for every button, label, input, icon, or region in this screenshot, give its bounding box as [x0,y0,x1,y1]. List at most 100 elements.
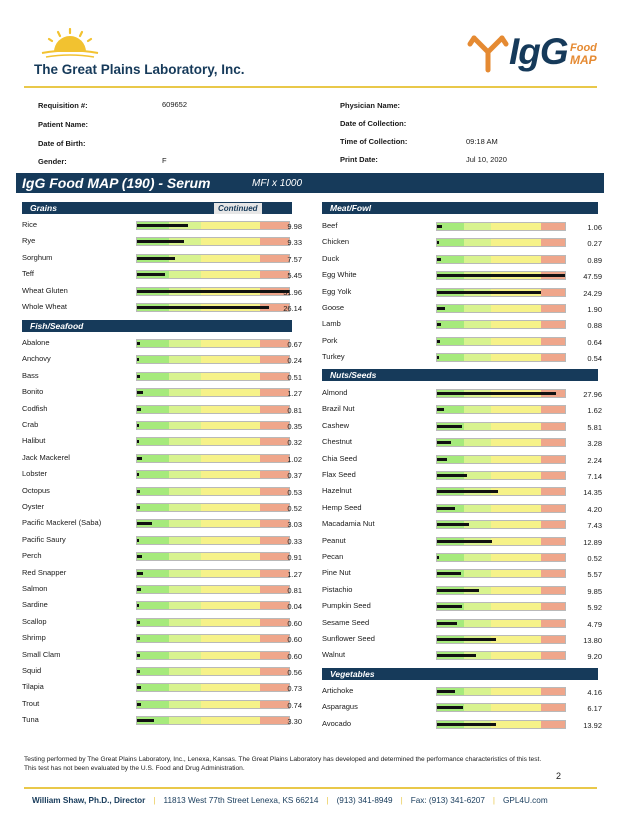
reference-zone [490,619,541,627]
reference-zone [490,239,541,247]
reference-zone [490,422,541,430]
reference-zone [260,254,289,262]
reference-zone [200,586,261,593]
food-name: Beef [322,221,338,230]
reference-zone [200,569,261,577]
result-bar [136,552,290,562]
result-level [437,474,468,477]
food-name: Pumpkin Seed [322,601,371,611]
result-bar [136,716,290,726]
food-row: Brazil Nut 1.62 [322,404,602,420]
result-bar [436,454,566,464]
result-bar [136,585,290,594]
food-name: Macadamia Nut [322,519,375,529]
requisition-value-row: 609652 [162,100,187,110]
food-row: Pistachio 9.85 [322,585,602,601]
reference-zone [200,504,261,511]
food-name: Perch [22,551,42,561]
reference-zone [540,472,565,479]
food-value: 1.62 [587,406,602,416]
reference-zone [437,554,464,561]
food-value: 5.81 [587,422,602,432]
reference-zone [490,652,541,660]
result-level [437,290,541,294]
reference-zone [490,521,541,529]
food-row: Tilapia 0.73 [22,682,302,698]
section-nuts-title: Nuts/Seeds [330,370,377,380]
reference-zone [463,439,491,447]
food-value: 3.03 [287,520,302,530]
result-level [137,637,141,641]
food-name: Oyster [22,502,45,511]
food-row: Abalone 0.67 [22,338,302,354]
result-bar [436,254,566,264]
food-name: Rice [22,220,38,229]
result-bar [436,687,566,696]
food-name: Abalone [22,338,50,347]
reference-zone [200,271,261,279]
result-bar [436,602,566,612]
food-value: 1.02 [287,454,302,464]
food-name: Peanut [322,535,346,545]
food-value: 0.52 [587,554,602,563]
result-bar [436,503,566,513]
reference-zone [137,520,169,528]
result-level [437,523,469,527]
reference-zone [540,652,565,660]
reference-zone [540,321,565,329]
food-row: Pacific Saury 0.33 [22,535,302,551]
reference-zone [260,487,289,495]
section-grains: Grains Continued [22,202,292,214]
lab-disclaimer: Testing performed by The Great Plains La… [24,756,542,772]
reference-zone [200,356,261,364]
reference-zone [137,356,169,364]
reference-zone [260,471,289,479]
food-value: 4.79 [587,619,602,629]
food-value: 0.60 [287,635,302,645]
reference-zone [137,602,169,610]
food-row: Rice 9.98 [22,220,302,236]
result-bar [436,585,566,595]
food-name: Sardine [22,600,48,610]
food-value: 13.80 [583,636,602,645]
food-row: Egg White 47.59 [322,270,602,286]
result-bar [136,486,290,496]
food-value: 0.74 [287,700,302,710]
reference-zone [540,337,565,345]
food-row: Squid 0.56 [22,666,302,682]
result-bar [436,719,566,729]
reference-zone [540,354,565,362]
food-name: Squid [22,666,42,675]
food-row: Avocado 13.92 [322,719,602,735]
food-name: Trout [22,698,40,708]
reference-zone [137,487,169,495]
result-level [437,722,497,726]
food-row: Wheat Gluten 31.96 [22,286,302,302]
reference-zone [168,520,201,528]
result-bar [436,336,566,346]
food-value: 0.67 [287,340,302,349]
reference-zone [463,321,491,329]
food-row: Shrimp 0.60 [22,633,302,649]
gender-value-row: F [162,156,167,166]
food-name: Chestnut [322,437,353,447]
result-bar [436,405,566,415]
result-level [437,588,480,592]
result-bar [136,683,290,693]
food-row: Lamb 0.88 [322,319,602,335]
reference-zone [490,255,541,263]
food-value: 0.60 [287,618,302,628]
reference-zone [540,305,565,312]
section-meat-title: Meat/Fowl [330,203,372,213]
reference-zone [260,422,289,429]
food-row: Salmon 0.81 [22,584,302,600]
food-value: 1.06 [587,223,602,232]
food-name: Tilapia [22,682,44,692]
reference-zone [200,635,261,643]
result-level [137,407,142,411]
result-bar [436,569,566,579]
result-level [437,457,447,461]
reference-zone [200,602,261,610]
report-title-bar: IgG Food MAP (190) - Serum MFI x 1000 [16,173,604,193]
food-name: Hemp Seed [322,502,362,512]
